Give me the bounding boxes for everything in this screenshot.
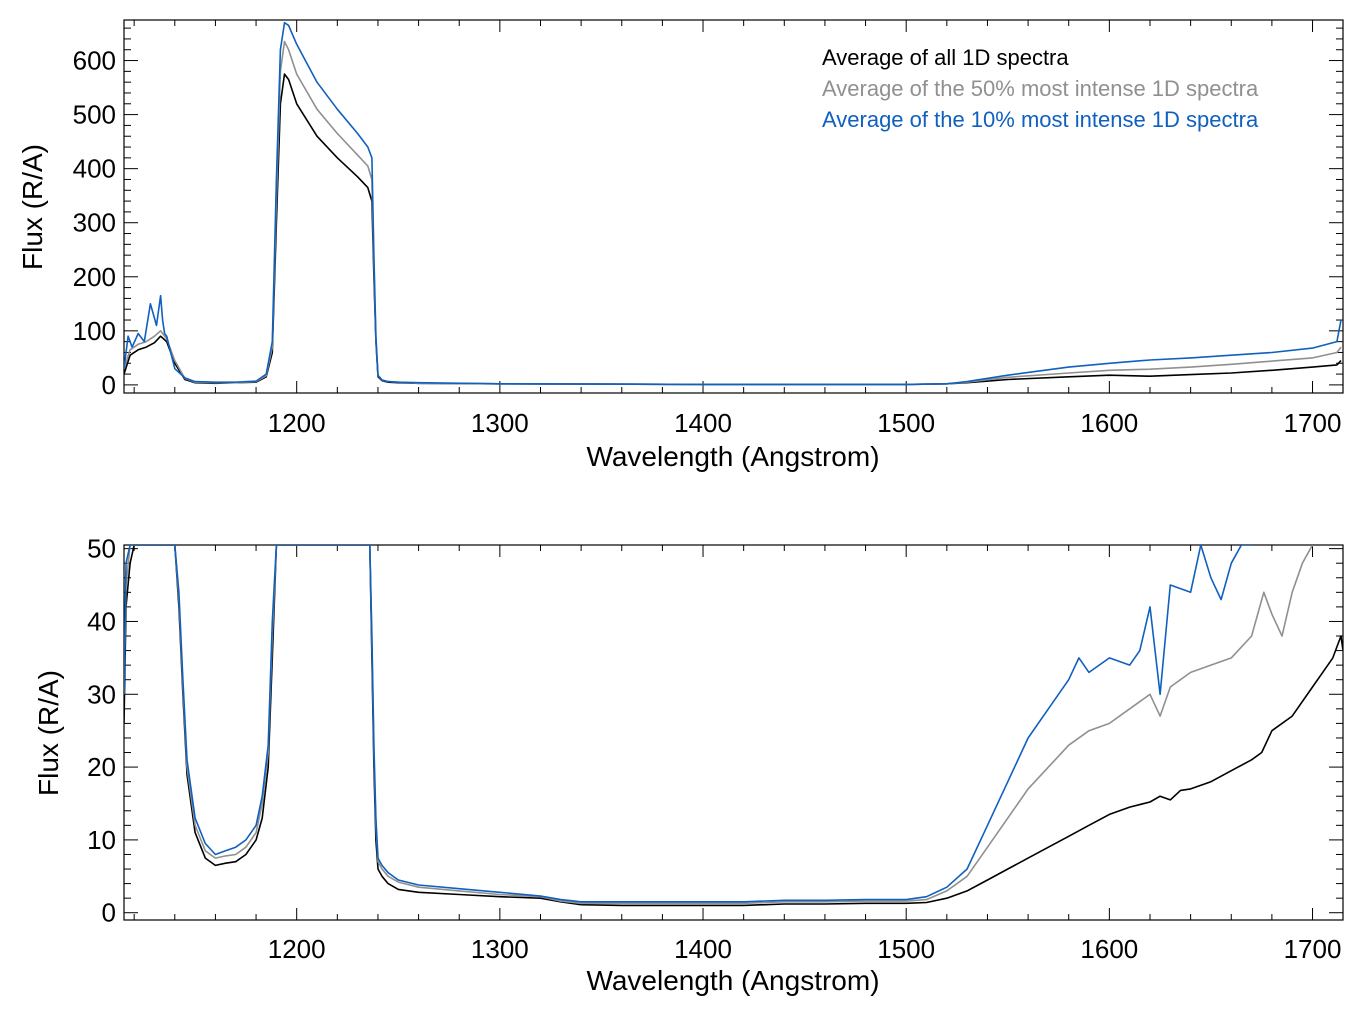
legend: Average of all 1D spectra Average of the… [822, 45, 1259, 132]
bottom-x-tick-label: 1300 [471, 934, 529, 964]
bottom-x-tick-label: 1600 [1080, 934, 1138, 964]
top-plot-frame [123, 19, 1344, 394]
bottom-y-tick-label: 30 [87, 679, 116, 709]
top-y-axis-label: Flux (R/A) [17, 144, 48, 270]
bottom-x-tick-label: 1200 [268, 934, 326, 964]
top-y-tick-label: 200 [73, 262, 116, 292]
top-series-group [124, 21, 1342, 386]
bottom-plot-frame [123, 544, 1344, 921]
legend-entry-top50: Average of the 50% most intense 1D spect… [822, 76, 1259, 101]
top-y-tick-label: 600 [73, 46, 116, 76]
top-x-tick-label: 1300 [471, 408, 529, 438]
bottom-axis-ticks: 1200 1300 1400 1500 1600 1700 0 10 20 30 40 50 [87, 534, 1343, 964]
bottom-panel: 1200 1300 1400 1500 1600 1700 0 10 20 30 40 50 Wave… [33, 534, 1344, 996]
top-x-tick-label: 1200 [268, 408, 326, 438]
bottom-series-top10 [124, 545, 1252, 903]
legend-entry-all: Average of all 1D spectra [822, 45, 1069, 70]
bottom-series-group [124, 545, 1343, 907]
top-series-top10 [124, 21, 1342, 386]
top-y-tick-label: 300 [73, 208, 116, 238]
top-x-tick-label: 1700 [1284, 408, 1342, 438]
top-x-axis-label: Wavelength (Angstrom) [586, 441, 879, 472]
bottom-y-tick-label: 20 [87, 752, 116, 782]
bottom-series-all [124, 545, 1343, 907]
bottom-y-axis-label: Flux (R/A) [33, 670, 64, 796]
top-y-tick-label: 100 [73, 316, 116, 346]
legend-entry-top10: Average of the 10% most intense 1D spect… [822, 107, 1259, 132]
top-y-tick-label: 0 [102, 370, 116, 400]
top-x-tick-label: 1400 [674, 408, 732, 438]
bottom-y-tick-label: 10 [87, 825, 116, 855]
bottom-x-tick-label: 1400 [674, 934, 732, 964]
top-series-top50 [124, 40, 1342, 386]
top-y-tick-label: 500 [73, 100, 116, 130]
bottom-y-tick-label: 40 [87, 606, 116, 636]
bottom-x-axis-label: Wavelength (Angstrom) [586, 965, 879, 996]
top-y-tick-label: 400 [73, 154, 116, 184]
bottom-x-tick-label: 1500 [877, 934, 935, 964]
bottom-x-tick-label: 1700 [1284, 934, 1342, 964]
top-axis-ticks: 1200 1300 1400 1500 1600 1700 0 100 200 300 400 500… [73, 20, 1343, 438]
top-panel: 1200 1300 1400 1500 1600 1700 0 100 200 300 400 500… [17, 19, 1344, 472]
top-x-tick-label: 1600 [1080, 408, 1138, 438]
bottom-y-tick-label: 0 [102, 898, 116, 928]
top-x-tick-label: 1500 [877, 408, 935, 438]
bottom-y-tick-label: 50 [87, 534, 116, 564]
